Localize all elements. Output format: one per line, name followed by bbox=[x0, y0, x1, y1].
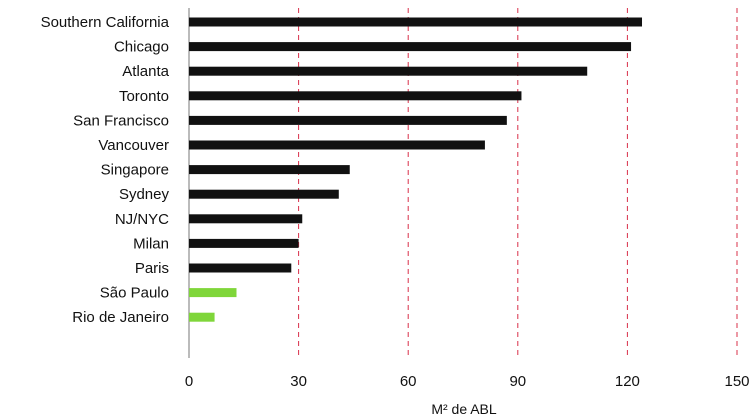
bar bbox=[189, 165, 350, 175]
category-label: Chicago bbox=[114, 39, 169, 56]
bar bbox=[189, 238, 299, 248]
x-tick-label: 0 bbox=[185, 373, 193, 390]
category-label: Vancouver bbox=[98, 137, 169, 154]
x-tick-label: 120 bbox=[615, 373, 640, 390]
category-label: São Paulo bbox=[100, 285, 169, 302]
category-label: Milan bbox=[133, 235, 169, 252]
category-label: Toronto bbox=[119, 88, 169, 105]
bars bbox=[189, 17, 643, 322]
category-label: Atlanta bbox=[122, 63, 169, 80]
bar bbox=[189, 263, 292, 273]
bar bbox=[189, 288, 237, 298]
bar bbox=[189, 91, 522, 101]
category-label: NJ/NYC bbox=[115, 211, 169, 228]
category-label: Singapore bbox=[101, 162, 169, 179]
bar bbox=[189, 214, 303, 224]
x-tick-label: 30 bbox=[290, 373, 307, 390]
bar bbox=[189, 17, 643, 27]
category-labels: Southern California Chicago Atlanta Toronto… bbox=[41, 14, 170, 326]
category-label: Rio de Janeiro bbox=[72, 309, 169, 326]
category-label: Paris bbox=[135, 260, 169, 277]
gridlines bbox=[188, 8, 738, 358]
bar bbox=[189, 115, 507, 125]
bar bbox=[189, 312, 215, 322]
bar bbox=[189, 140, 485, 150]
bar bbox=[189, 189, 339, 199]
x-axis-title: M² de ABL bbox=[431, 401, 497, 417]
category-label: San Francisco bbox=[73, 112, 169, 129]
x-tick-label: 150 bbox=[724, 373, 749, 390]
bar bbox=[189, 66, 588, 76]
x-tick-label: 60 bbox=[400, 373, 417, 390]
bar bbox=[189, 42, 632, 52]
x-tick-label: 90 bbox=[509, 373, 526, 390]
category-label: Sydney bbox=[119, 186, 170, 203]
category-label: Southern California bbox=[41, 14, 170, 31]
x-tick-labels: 0 30 60 90 120 150 bbox=[185, 373, 750, 390]
